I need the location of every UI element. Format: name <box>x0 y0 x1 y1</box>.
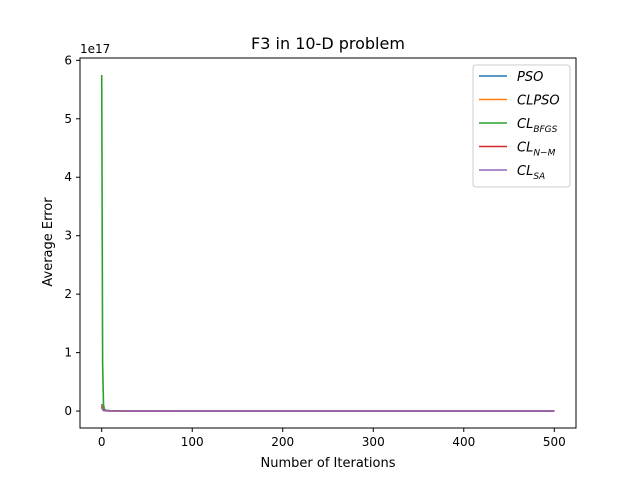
x-tick-label: 0 <box>98 435 106 449</box>
legend-entry: CLPSO <box>517 94 560 109</box>
y-tick-label: 0 <box>64 404 72 418</box>
chart-title: F3 in 10-D problem <box>251 34 405 53</box>
x-tick-label: 500 <box>543 435 566 449</box>
y-axis-ticks: 0 1 2 3 4 5 6 <box>64 53 80 418</box>
y-tick-label: 1 <box>64 346 72 360</box>
series-line-cl-sa <box>100 407 555 412</box>
legend-box <box>472 64 571 188</box>
legend-label-main: CL <box>517 164 533 179</box>
x-tick-label: 300 <box>362 435 385 449</box>
legend-entry: CLSA <box>517 164 545 182</box>
legend-label-sub: N−M <box>533 149 555 159</box>
legend-label-sub: SA <box>533 172 545 182</box>
x-axis-ticks: 0 100 200 300 400 500 <box>98 428 566 449</box>
y-tick-label: 2 <box>64 287 72 301</box>
legend-entry: PSO <box>517 70 543 85</box>
y-tick-label: 3 <box>64 229 72 243</box>
y-axis-label: Average Error <box>41 197 56 287</box>
legend-label-sub: BFGS <box>533 125 557 135</box>
x-tick-label: 400 <box>452 435 475 449</box>
legend-label-main: CL <box>517 117 533 132</box>
legend-entry: CLBFGS <box>517 117 558 135</box>
x-tick-label: 200 <box>271 435 294 449</box>
x-axis-label: Number of Iterations <box>261 456 396 471</box>
y-tick-label: 6 <box>64 53 72 67</box>
legend-entry: CLN−M <box>517 141 556 159</box>
x-tick-label: 100 <box>181 435 204 449</box>
series-lines <box>100 74 555 412</box>
y-offset-label: 1e17 <box>80 42 110 56</box>
y-tick-label: 5 <box>64 112 72 126</box>
plot-frame <box>79 57 577 429</box>
legend-label-main: CLPSO <box>517 94 560 109</box>
legend-label-main: PSO <box>517 70 543 85</box>
y-tick-label: 4 <box>64 170 72 184</box>
legend-label-main: CL <box>517 141 533 156</box>
